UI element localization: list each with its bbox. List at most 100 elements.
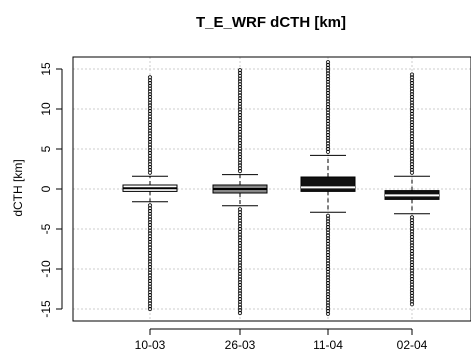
- outlier-point: [147, 301, 153, 306]
- outlier-point: [147, 220, 153, 225]
- outlier-point: [147, 111, 153, 116]
- outlier-point: [237, 280, 243, 285]
- outlier-point: [325, 300, 331, 305]
- outlier-point: [409, 268, 415, 273]
- outlier-point: [325, 255, 331, 260]
- outlier-point: [147, 250, 153, 256]
- outlier-point: [409, 232, 415, 237]
- outlier-point: [325, 118, 331, 124]
- outlier-point: [147, 248, 153, 253]
- outlier-point: [147, 234, 153, 239]
- outlier-point: [147, 153, 153, 158]
- y-tick-label: -10: [39, 260, 53, 278]
- outlier-point: [325, 224, 331, 230]
- outlier-point: [409, 246, 415, 251]
- outlier-point: [237, 291, 243, 296]
- outlier-point: [147, 203, 153, 208]
- outlier-point: [325, 71, 331, 76]
- outlier-point: [237, 277, 243, 282]
- outlier-point: [237, 285, 243, 290]
- outlier-point: [325, 297, 331, 302]
- outlier-point: [325, 222, 331, 227]
- outlier-point: [237, 238, 243, 243]
- axis-layer: -15 -10 -5 0 5 10 15 10-03 26-03 11-04 02-04: [39, 62, 428, 351]
- outlier-point: [409, 215, 415, 220]
- outlier-point: [409, 282, 415, 287]
- outlier-point: [237, 154, 243, 160]
- outlier-point: [325, 96, 331, 101]
- outlier-point: [237, 146, 243, 151]
- outlier-point: [147, 159, 153, 164]
- outlier-point: [237, 73, 243, 78]
- outlier-point: [147, 231, 153, 236]
- outlier-point: [237, 310, 243, 316]
- outlier-point: [147, 242, 153, 247]
- outlier-point: [147, 100, 153, 105]
- outlier-point: [147, 78, 153, 83]
- outlier-point: [325, 68, 331, 73]
- outlier-point: [325, 213, 331, 218]
- outlier-point: [325, 113, 331, 118]
- outlier-point: [325, 269, 331, 274]
- outlier-point: [409, 223, 415, 228]
- outlier-point: [237, 126, 243, 132]
- outlier-point: [325, 93, 331, 98]
- outlier-point: [147, 211, 153, 216]
- outlier-point: [237, 76, 243, 81]
- outlier-point: [409, 128, 415, 133]
- outlier-point: [325, 62, 331, 68]
- outlier-point: [237, 96, 243, 101]
- outlier-point: [409, 237, 415, 242]
- outlier-point: [237, 149, 243, 154]
- outlier-point: [325, 252, 331, 258]
- outlier-point: [147, 264, 153, 270]
- outlier-point: [409, 111, 415, 116]
- outlier-point: [325, 233, 331, 238]
- outlier-point: [237, 140, 243, 146]
- outlier-point: [237, 299, 243, 304]
- outlier-point: [325, 102, 331, 107]
- outlier-point: [237, 166, 243, 171]
- outlier-point: [409, 145, 415, 150]
- outlier-point: [409, 148, 415, 153]
- outlier-point: [325, 236, 331, 241]
- outlier-point: [237, 282, 243, 288]
- outlier-point: [237, 308, 243, 313]
- outlier-point: [325, 247, 331, 252]
- outlier-point: [237, 121, 243, 126]
- outlier-point: [237, 243, 243, 248]
- y-tick-label: 15: [39, 62, 53, 76]
- outlier-point: [147, 92, 153, 97]
- outlier-point: [409, 100, 415, 105]
- outlier-point: [147, 236, 153, 242]
- outlier-point: [237, 98, 243, 104]
- outlier-point: [409, 92, 415, 97]
- outlier-point: [409, 240, 415, 245]
- outlier-point: [237, 112, 243, 118]
- outlier-point: [147, 131, 153, 136]
- outlier-point: [409, 229, 415, 234]
- outlier-point: [325, 303, 331, 308]
- outlier-point: [147, 167, 153, 172]
- outlier-point: [147, 145, 153, 150]
- outlier-point: [325, 79, 331, 84]
- outlier-point: [147, 259, 153, 264]
- outlier-point: [325, 146, 331, 152]
- outlier-point: [409, 114, 415, 119]
- outlier-point: [147, 222, 153, 228]
- outlier-point: [409, 80, 415, 86]
- box-group: [212, 68, 268, 316]
- outlier-point: [147, 290, 153, 295]
- outlier-point: [325, 88, 331, 93]
- y-tick-label: 0: [39, 185, 53, 192]
- outlier-point: [147, 125, 153, 130]
- outlier-point: [325, 130, 331, 135]
- box-iqr: [300, 176, 356, 192]
- outlier-point: [237, 68, 243, 73]
- outlier-point: [237, 226, 243, 232]
- outlier-point: [237, 210, 243, 215]
- outlier-point: [409, 164, 415, 170]
- outlier-point: [409, 257, 415, 262]
- outlier-point: [147, 306, 153, 312]
